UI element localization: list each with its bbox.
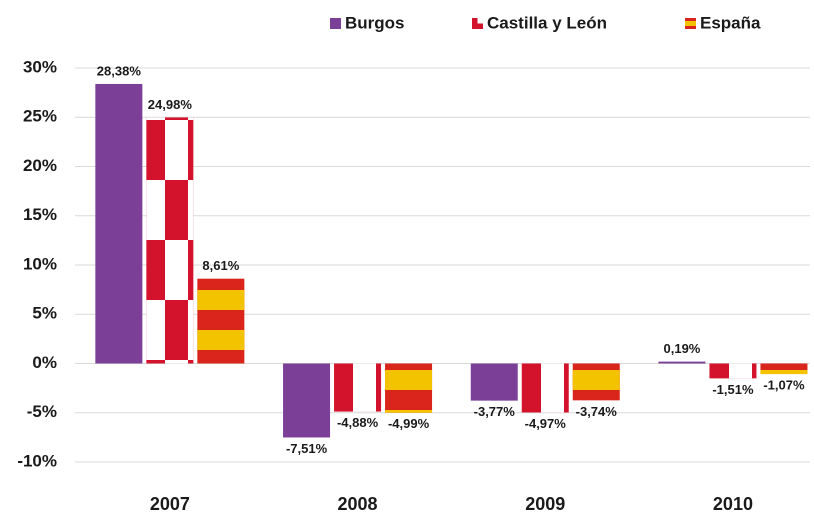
bar-pattern: [385, 363, 433, 413]
y-tick-label: -5%: [27, 402, 57, 421]
legend-swatch-pattern: [685, 21, 696, 26]
value-label: -4,88%: [337, 415, 379, 430]
bar: [283, 363, 331, 438]
y-tick-label: 5%: [32, 304, 57, 323]
value-label: -3,74%: [576, 404, 618, 419]
bar: [95, 83, 143, 364]
x-tick-label: 2008: [338, 494, 378, 514]
bar: [658, 361, 706, 364]
bar-pattern: [521, 363, 569, 413]
bar-pattern: [197, 278, 245, 364]
y-tick-label: 30%: [23, 57, 57, 76]
x-tick-label: 2009: [525, 494, 565, 514]
bar-pattern: [709, 363, 757, 379]
value-label: -4,97%: [525, 416, 567, 431]
value-label: -1,07%: [763, 377, 805, 392]
bar: [470, 363, 518, 401]
x-tick-label: 2007: [150, 494, 190, 514]
y-tick-label: -10%: [17, 451, 57, 470]
legend-label: España: [700, 13, 761, 32]
legend-label: Castilla y León: [487, 13, 607, 32]
bar-pattern: [334, 363, 382, 412]
y-tick-label: 0%: [32, 353, 57, 372]
bar-pattern: [760, 363, 808, 375]
y-tick-label: 10%: [23, 254, 57, 273]
legend-label: Burgos: [345, 13, 405, 32]
y-tick-label: 20%: [23, 156, 57, 175]
value-label: -7,51%: [286, 441, 328, 456]
legend-swatch: [330, 18, 341, 29]
value-label: 0,19%: [664, 341, 701, 356]
legend-swatch-pattern: [477, 18, 483, 24]
value-label: -3,77%: [474, 404, 516, 419]
value-label: 28,38%: [97, 63, 142, 78]
value-label: -4,99%: [388, 416, 430, 431]
bar-pattern: [572, 363, 620, 401]
value-label: -1,51%: [712, 382, 754, 397]
x-tick-label: 2010: [713, 494, 753, 514]
bar-pattern: [146, 117, 194, 364]
y-tick-label: 15%: [23, 205, 57, 224]
value-label: 24,98%: [148, 97, 193, 112]
value-label: 8,61%: [202, 258, 239, 273]
y-tick-label: 25%: [23, 107, 57, 126]
